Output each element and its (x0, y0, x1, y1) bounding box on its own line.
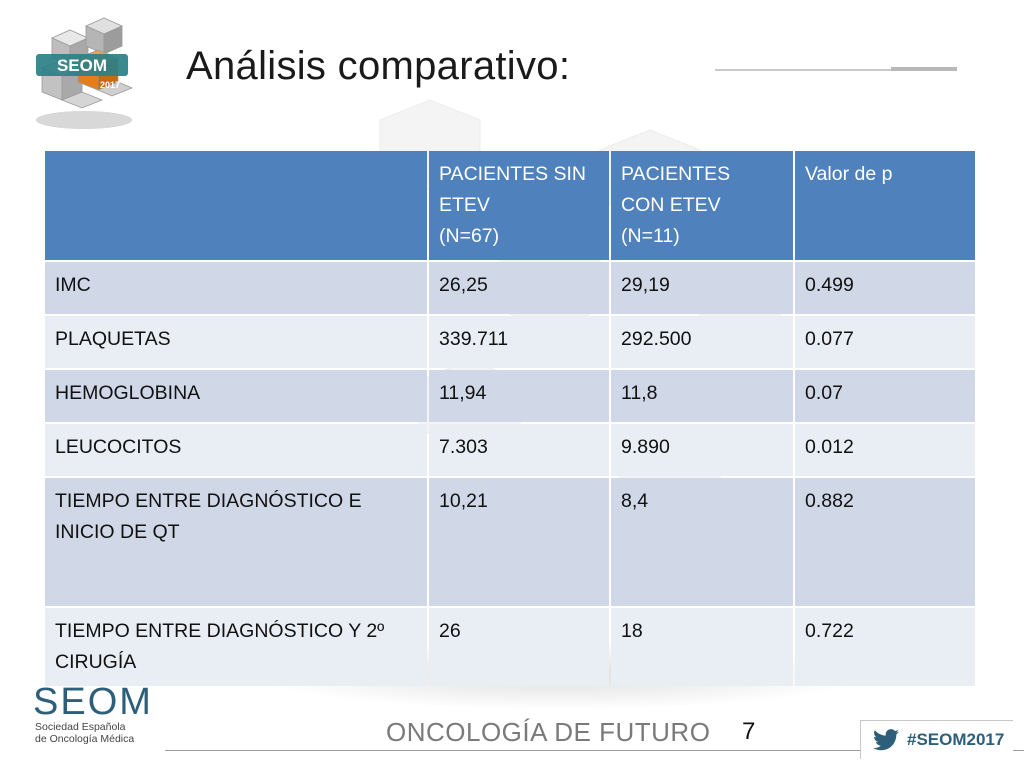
table-row: LEUCOCITOS 7.303 9.890 0.012 (45, 424, 975, 476)
header-line: PACIENTES (621, 163, 731, 185)
cell-p-value: 0.499 (795, 262, 975, 314)
row-label-line: CIRUGÍA (55, 651, 137, 673)
cell-sin-etev: 11,94 (429, 370, 609, 422)
row-label: LEUCOCITOS (45, 424, 427, 476)
twitter-bird-icon (873, 729, 899, 751)
cell-sin-etev: 26 (429, 608, 609, 686)
header-line: PACIENTES SIN (439, 163, 587, 185)
row-label: TIEMPO ENTRE DIAGNÓSTICO E INICIO DE QT (45, 478, 427, 606)
row-label-line: LEUCOCITOS (55, 436, 182, 458)
footer-slogan: ONCOLOGÍA DE FUTURO (386, 717, 711, 747)
row-label: HEMOGLOBINA (45, 370, 427, 422)
header-line: (N=11) (621, 225, 680, 247)
cell-p-value: 0.722 (795, 608, 975, 686)
seom-wordmark: SEOM (33, 681, 153, 723)
row-label-line: PLAQUETAS (55, 328, 171, 350)
table-row: TIEMPO ENTRE DIAGNÓSTICO Y 2º CIRUGÍA 26… (45, 608, 975, 686)
row-label-line: INICIO DE QT (55, 521, 180, 543)
row-label: TIEMPO ENTRE DIAGNÓSTICO Y 2º CIRUGÍA (45, 608, 427, 686)
cell-sin-etev: 10,21 (429, 478, 609, 606)
footer-divider (165, 750, 1024, 751)
header-cell-empty (45, 151, 427, 260)
cell-con-etev: 18 (611, 608, 793, 686)
row-label-line: TIEMPO ENTRE DIAGNÓSTICO E (55, 490, 362, 512)
row-label: PLAQUETAS (45, 316, 427, 368)
page-title: Análisis comparativo: (186, 44, 571, 88)
row-label-line: IMC (55, 274, 91, 296)
comparison-table: PACIENTES SIN ETEV (N=67) PACIENTES CON … (43, 149, 977, 688)
cell-con-etev: 29,19 (611, 262, 793, 314)
cell-sin-etev: 339.711 (429, 316, 609, 368)
table-row: IMC 26,25 29,19 0.499 (45, 262, 975, 314)
seom-subtitle-line: de Oncología Médica (35, 733, 135, 745)
cell-p-value: 0.07 (795, 370, 975, 422)
hashtag-text: #SEOM2017 (907, 730, 1005, 749)
header-cell-valor-p: Valor de p (795, 151, 975, 260)
header-line: ETEV (439, 194, 490, 216)
cell-p-value: 0.012 (795, 424, 975, 476)
title-divider-thin (715, 69, 891, 71)
table-row: TIEMPO ENTRE DIAGNÓSTICO E INICIO DE QT … (45, 478, 975, 606)
cell-con-etev: 11,8 (611, 370, 793, 422)
cell-con-etev: 8,4 (611, 478, 793, 606)
logo-cube-text: SEOM (57, 56, 107, 75)
seom-footer-logo: SEOM Sociedad Española de Oncología Médi… (33, 683, 153, 745)
row-label: IMC (45, 262, 427, 314)
table-row: HEMOGLOBINA 11,94 11,8 0.07 (45, 370, 975, 422)
logo-cube-year: 2017 (100, 80, 120, 90)
seom-subtitle-line: Sociedad Española (35, 721, 126, 733)
cell-con-etev: 292.500 (611, 316, 793, 368)
header-line: CON ETEV (621, 194, 721, 216)
cell-con-etev: 9.890 (611, 424, 793, 476)
header-cell-con-etev: PACIENTES CON ETEV (N=11) (611, 151, 793, 260)
cell-sin-etev: 26,25 (429, 262, 609, 314)
cell-p-value: 0.077 (795, 316, 975, 368)
hashtag-badge: #SEOM2017 (860, 720, 1013, 759)
header-line: (N=67) (439, 225, 500, 247)
table-header-row: PACIENTES SIN ETEV (N=67) PACIENTES CON … (45, 151, 975, 260)
table-row: PLAQUETAS 339.711 292.500 0.077 (45, 316, 975, 368)
cell-p-value: 0.882 (795, 478, 975, 606)
cell-sin-etev: 7.303 (429, 424, 609, 476)
header-line: Valor de p (805, 163, 893, 185)
row-label-line: HEMOGLOBINA (55, 382, 201, 404)
title-divider-thick (891, 67, 957, 71)
header-cell-sin-etev: PACIENTES SIN ETEV (N=67) (429, 151, 609, 260)
page-number: 7 (742, 718, 756, 745)
row-label-line: TIEMPO ENTRE DIAGNÓSTICO Y 2º (55, 620, 385, 642)
seom-2017-cube-logo: SEOM 2017 (36, 17, 134, 129)
